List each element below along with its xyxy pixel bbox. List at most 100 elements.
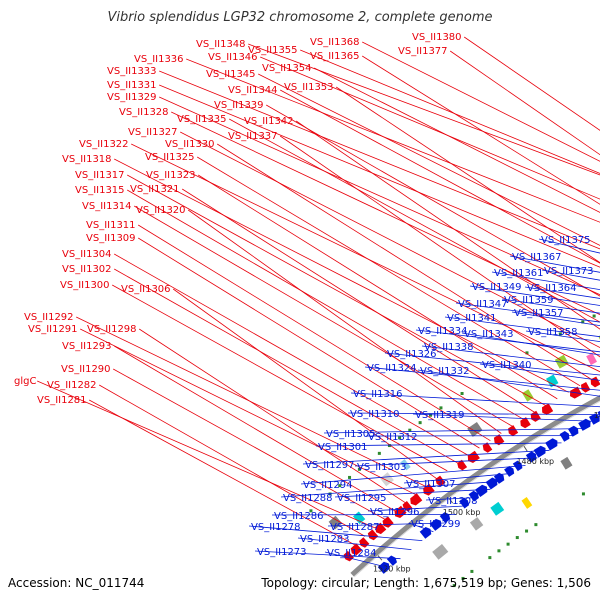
gc-skew-mark: [452, 584, 456, 588]
reverse-leader-line: [300, 465, 526, 485]
reverse-leader-line: [347, 412, 600, 416]
gc-skew-mark: [534, 523, 538, 527]
reverse-leader-line: [509, 255, 600, 273]
forward-gene-label: VS_II1290: [61, 364, 111, 375]
reverse-gene-label: VS_II1347: [458, 299, 508, 310]
forward-gene-arrow: [457, 459, 468, 471]
forward-gene-label: VS_II1380: [412, 32, 462, 43]
reverse-leader-line: [354, 457, 538, 467]
forward-gene-arrow: [520, 417, 531, 429]
gc-skew-mark: [418, 421, 422, 425]
reverse-gene-arrow: [525, 451, 537, 463]
forward-gene-label: VS_II1302: [62, 264, 112, 275]
forward-gene-arrow: [542, 403, 554, 415]
forward-gene-label: VS_II1292: [24, 312, 74, 323]
reverse-gene-label: VS_II1295: [337, 493, 387, 504]
gc-skew-mark: [461, 576, 465, 580]
reverse-gene-label: VS_II1334: [418, 326, 468, 337]
forward-leader-line: [196, 156, 581, 387]
reverse-gene-arrow: [589, 413, 600, 425]
reverse-leader-line: [248, 525, 423, 541]
forward-gene-label: VS_II1344: [228, 85, 278, 96]
forward-gene-label: VS_II1291: [28, 324, 78, 335]
accession-label: Accession: NC_011744: [8, 576, 145, 590]
reverse-leader-line: [324, 551, 390, 569]
forward-gene-arrow: [359, 537, 370, 548]
forward-gene-label: VS_II1325: [145, 152, 195, 163]
reverse-gene-arrow: [504, 466, 515, 477]
forward-leader-line: [171, 111, 600, 316]
forward-gene-label: VS_II1331: [107, 80, 157, 91]
forward-gene-arrow: [435, 475, 446, 487]
forward-leader-line: [137, 224, 491, 442]
reverse-leader-line: [323, 428, 586, 434]
reverse-leader-line: [479, 363, 600, 381]
forward-gene-label: VS_II1348: [196, 39, 246, 50]
map-title: Vibrio splendidus LGP32 chromosome 2, co…: [107, 10, 493, 25]
forward-leader-line: [361, 55, 600, 205]
reverse-gene-arrow: [468, 490, 479, 502]
reverse-gene-label: VS_II1301: [318, 442, 368, 453]
reverse-leader-line: [403, 472, 514, 484]
reverse-gene-label: VS_II1296: [370, 507, 420, 518]
forward-gene-label: VS_II1346: [208, 52, 258, 63]
gc-skew-mark: [525, 351, 529, 355]
scale-tick-label: 1520 kbp: [373, 565, 411, 574]
gc-skew-mark: [328, 492, 332, 496]
forward-leader-line: [89, 399, 356, 546]
gc-skew-mark: [309, 509, 313, 513]
forward-leader-line: [280, 89, 600, 264]
forward-gene-label: VS_II1298: [87, 324, 137, 335]
forward-gene-label: VS_II1321: [130, 184, 180, 195]
forward-gene-label: VS_II1353: [284, 82, 334, 93]
forward-leader-line: [126, 189, 524, 420]
reverse-gene-label: VS_II1297: [305, 460, 355, 471]
forward-gene-label: VS_II1318: [62, 154, 112, 165]
reverse-feature-block: [490, 501, 505, 516]
reverse-gene-label: VS_II1361: [494, 268, 544, 279]
reverse-gene-label: VS_II1343: [464, 329, 514, 340]
forward-gene-arrow: [530, 410, 541, 422]
forward-gene-label: VS_II1315: [75, 185, 125, 196]
forward-gene-arrow: [590, 376, 600, 388]
forward-leader-line: [314, 67, 600, 213]
forward-leader-line: [216, 143, 592, 380]
forward-gene-label: VS_II1323: [146, 170, 196, 181]
reverse-gene-label: VS_II1338: [424, 342, 474, 353]
forward-leader-line: [180, 131, 600, 348]
reverse-gene-arrow: [429, 518, 442, 531]
reverse-leader-line: [469, 285, 600, 306]
forward-gene-arrow: [375, 522, 387, 535]
forward-leader-line: [138, 328, 406, 504]
forward-leader-line: [266, 104, 600, 297]
forward-gene-arrow: [482, 442, 493, 453]
forward-gene-arrow: [350, 543, 363, 556]
reverse-leader-line: [461, 332, 600, 356]
forward-gene-label: VS_II1328: [119, 107, 169, 118]
forward-feature-block: [586, 353, 597, 366]
gc-skew-mark: [558, 332, 562, 336]
gc-skew-mark: [377, 451, 381, 455]
forward-gene-label: VS_II1355: [248, 45, 298, 56]
reverse-leader-line: [334, 488, 491, 498]
forward-leader-line: [159, 96, 600, 296]
reverse-gene-label: VS_II1319: [415, 410, 465, 421]
scale-tick-label: 1500 kbp: [443, 508, 481, 517]
reverse-gene-label: VS_II1373: [544, 266, 594, 277]
gc-skew-mark: [506, 542, 510, 546]
scale-tick-label: 1460 kbp: [594, 411, 600, 420]
reverse-leader-line: [524, 286, 600, 299]
reverse-gene-arrow: [559, 431, 570, 442]
reverse-gene-label: VS_II1349: [472, 282, 522, 293]
forward-gene-arrow: [493, 434, 505, 446]
forward-gene-label: VS_II1314: [82, 201, 132, 212]
reverse-gene-arrow: [475, 484, 488, 497]
forward-leader-line: [295, 120, 600, 330]
reverse-gene-label: VS_II1278: [251, 522, 301, 533]
reverse-gene-label: VS_II1308: [428, 496, 478, 507]
forward-leader-line: [114, 268, 459, 464]
reverse-gene-arrow: [545, 438, 558, 451]
reverse-gene-arrow: [377, 561, 390, 574]
forward-leader-line: [99, 384, 366, 537]
